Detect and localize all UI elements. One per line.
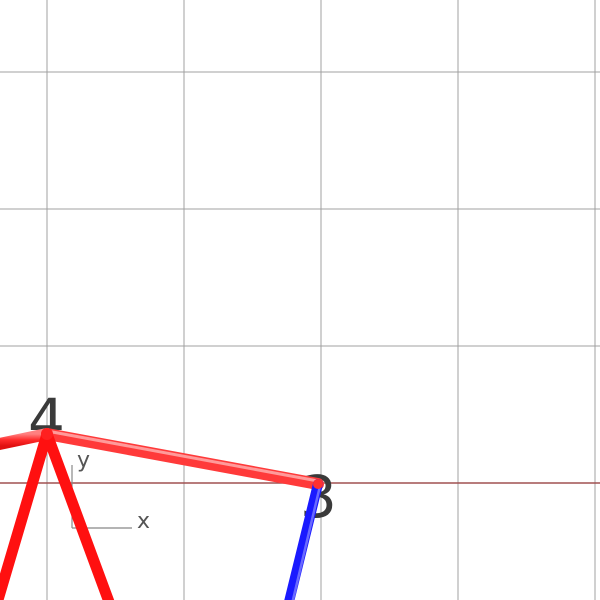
gizmo-x-label: x: [137, 509, 150, 534]
edge-4-down-left[interactable]: [0, 428, 53, 600]
edge-4-to-3-highlight: [45, 429, 320, 483]
edge-4-to-3[interactable]: [41, 428, 324, 490]
edge-3-down-highlight: [291, 484, 322, 600]
node-4-joint[interactable]: [41, 428, 53, 440]
edge-3-down[interactable]: [284, 479, 323, 600]
node-3-joint[interactable]: [313, 479, 323, 489]
edges: [0, 428, 324, 600]
edge-left-to-4[interactable]: [0, 428, 53, 451]
gizmo-y-label: y: [77, 448, 90, 473]
edge-4-down-right[interactable]: [41, 428, 115, 600]
